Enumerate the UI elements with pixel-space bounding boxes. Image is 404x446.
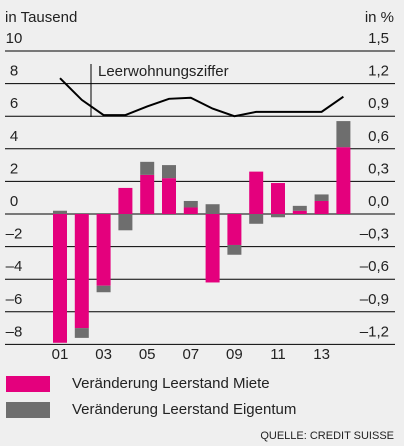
bar [140,161,155,175]
bar [140,174,155,214]
y2-axis-label: in % [365,9,394,26]
y2-tick-label: 0,9 [368,95,389,112]
annotation: Leerwohnungsziffer [98,63,229,80]
bar [53,210,67,214]
bar [314,194,329,201]
bar [314,200,329,214]
y2-tick-label: 0,0 [368,193,389,210]
source: QUELLE: CREDIT SUISSE [260,430,394,442]
y-tick-label: 10 [6,30,23,47]
y-tick-label: 4 [10,128,18,145]
x-tick-label: 01 [52,346,69,363]
x-tick-label: 03 [95,346,112,363]
bar [292,210,307,214]
y2-tick-label: –0,6 [360,258,389,275]
bar [336,147,351,214]
x-tick-label: 11 [270,346,286,363]
legend-label: Veränderung Leerstand Miete [72,375,270,392]
legend-swatch [6,402,50,418]
bar [249,214,264,224]
y-tick-label: –4 [6,258,23,275]
bar [53,214,67,343]
y-tick-label: –8 [6,323,23,340]
x-tick-label: 13 [313,346,330,363]
line [59,77,344,118]
bar [336,121,351,148]
legend-swatch [6,376,50,392]
y2-tick-label: 0,6 [368,128,389,145]
bar [227,244,242,255]
bar [292,205,307,211]
bar [162,178,176,214]
bar [118,214,133,231]
bar [118,187,133,214]
bar [249,171,264,214]
x-tick-label: 05 [139,346,156,363]
y-tick-label: –6 [6,291,23,308]
bar [74,214,89,329]
x-tick-label: 07 [182,346,199,363]
bar [271,214,285,218]
y2-tick-label: 0,3 [368,160,389,177]
bar [205,204,220,214]
y2-tick-label: 1,2 [368,63,389,80]
bar [183,200,198,208]
bar [227,214,242,245]
bar [96,285,111,293]
y-tick-label: 6 [10,95,18,112]
bar [162,165,176,179]
y2-tick-label: –1,2 [360,323,389,340]
bar [271,183,285,214]
bar [183,207,198,214]
y-tick-label: 0 [10,193,18,210]
bar [96,214,111,286]
y-tick-label: –2 [6,226,23,243]
y-tick-label: 8 [10,63,18,80]
bar [74,328,89,338]
y2-tick-label: –0,9 [360,291,389,308]
legend-label: Veränderung Leerstand Eigentum [72,401,296,418]
y-tick-label: 2 [10,160,18,177]
y2-tick-label: 1,5 [368,30,389,47]
y2-tick-label: –0,3 [360,226,389,243]
y-axis-label: in Tausend [5,9,77,26]
bar [205,214,220,283]
x-tick-label: 09 [226,346,243,363]
